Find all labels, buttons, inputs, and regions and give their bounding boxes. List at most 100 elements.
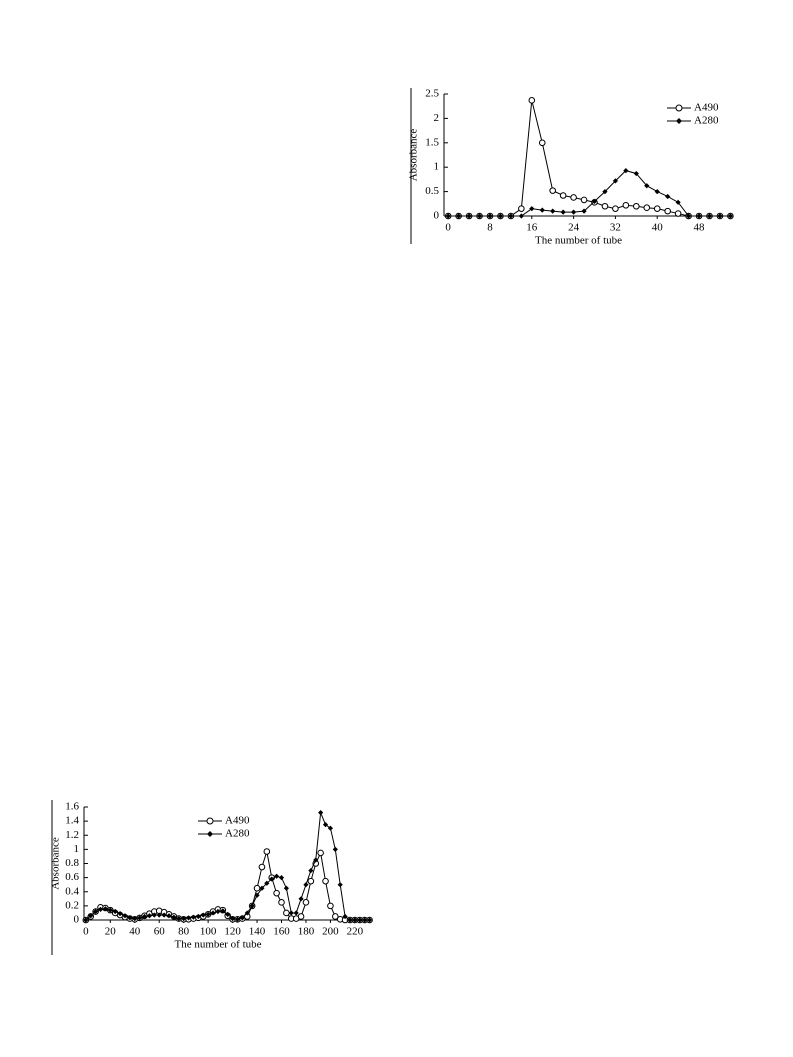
- y-axis-label: Absorbance: [408, 129, 420, 182]
- y-tick-label: 0.4: [65, 885, 79, 897]
- data-point: [352, 917, 358, 923]
- x-tick-label: 220: [347, 926, 364, 938]
- data-point: [283, 909, 290, 917]
- data-point: [366, 917, 373, 923]
- data-point: [185, 915, 192, 921]
- data-point: [549, 187, 557, 194]
- y-tick-label: 0.6: [65, 871, 79, 883]
- y-tick-label: 0: [74, 914, 80, 926]
- data-point: [273, 889, 280, 897]
- data-point: [313, 857, 319, 863]
- data-point: [102, 906, 109, 912]
- data-point: [337, 882, 343, 888]
- data-point: [107, 907, 113, 913]
- data-point: [476, 213, 483, 219]
- data-point: [83, 917, 89, 923]
- data-point: [538, 139, 546, 147]
- data-point: [580, 196, 588, 204]
- x-tick-label: 180: [298, 926, 315, 938]
- data-point: [244, 910, 250, 916]
- data-point: [171, 914, 177, 920]
- data-point: [717, 213, 723, 219]
- data-point: [591, 198, 598, 204]
- x-tick-label: 20: [105, 926, 117, 938]
- data-line: [448, 170, 731, 217]
- data-point: [602, 189, 608, 195]
- data-point: [581, 208, 587, 214]
- data-point: [529, 206, 535, 212]
- data-point: [322, 822, 329, 828]
- data-point: [112, 908, 118, 915]
- data-point: [303, 882, 309, 888]
- data-point: [518, 205, 525, 212]
- data-point: [156, 912, 162, 918]
- data-point: [210, 910, 216, 916]
- data-point: [456, 213, 462, 219]
- data-point: [298, 896, 304, 902]
- data-point: [249, 903, 255, 909]
- data-point: [644, 183, 650, 189]
- data-point: [297, 913, 305, 920]
- y-tick-label: 2: [434, 112, 440, 124]
- data-point: [633, 170, 639, 177]
- data-point: [205, 911, 211, 917]
- data-point: [127, 915, 133, 921]
- y-axis-label: Absorbance: [50, 837, 62, 890]
- data-point: [560, 209, 566, 215]
- data-point: [166, 913, 172, 919]
- data-point: [612, 178, 619, 184]
- data-point: [347, 917, 353, 923]
- data-point: [653, 205, 661, 212]
- data-point: [269, 876, 275, 882]
- data-point: [571, 209, 577, 215]
- data-point: [327, 825, 334, 831]
- data-point: [601, 202, 609, 210]
- data-point: [332, 913, 339, 920]
- x-tick-label: 120: [224, 926, 241, 938]
- data-point: [88, 913, 94, 919]
- data-point: [97, 906, 104, 913]
- data-point: [283, 885, 289, 891]
- data-point: [264, 880, 270, 886]
- data-point: [146, 913, 153, 919]
- data-point: [466, 213, 472, 219]
- y-tick-label: 1.6: [65, 801, 79, 813]
- data-point: [539, 207, 545, 213]
- legend-marker: [206, 817, 214, 825]
- legend-marker: [676, 118, 682, 124]
- data-point: [696, 213, 702, 219]
- data-point: [274, 873, 280, 879]
- data-point: [229, 915, 236, 922]
- x-tick-label: 140: [249, 926, 266, 938]
- x-axis-label: The number of tube: [174, 939, 261, 951]
- data-point: [623, 168, 629, 174]
- x-tick-label: 0: [83, 926, 89, 938]
- data-point: [317, 849, 324, 857]
- y-tick-label: 1: [434, 161, 440, 173]
- data-point: [190, 914, 197, 920]
- data-point: [664, 207, 671, 215]
- data-point: [570, 194, 577, 201]
- y-tick-label: 1.4: [65, 815, 79, 827]
- data-point: [550, 208, 556, 214]
- y-tick-label: 0.8: [65, 857, 79, 869]
- x-tick-label: 200: [322, 926, 339, 938]
- data-point: [318, 810, 324, 816]
- x-tick-label: 60: [154, 926, 166, 938]
- data-point: [654, 189, 660, 195]
- data-point: [137, 915, 143, 921]
- y-tick-label: 1.2: [65, 829, 79, 841]
- data-point: [195, 913, 201, 920]
- legend-label: A280: [225, 828, 250, 840]
- data-point: [332, 846, 338, 852]
- data-point: [253, 884, 261, 892]
- data-point: [181, 915, 187, 922]
- data-point: [322, 877, 329, 885]
- data-point: [508, 213, 514, 219]
- data-point: [225, 911, 231, 917]
- legend-label: A280: [694, 115, 719, 127]
- data-point: [132, 915, 138, 922]
- data-point: [665, 193, 671, 200]
